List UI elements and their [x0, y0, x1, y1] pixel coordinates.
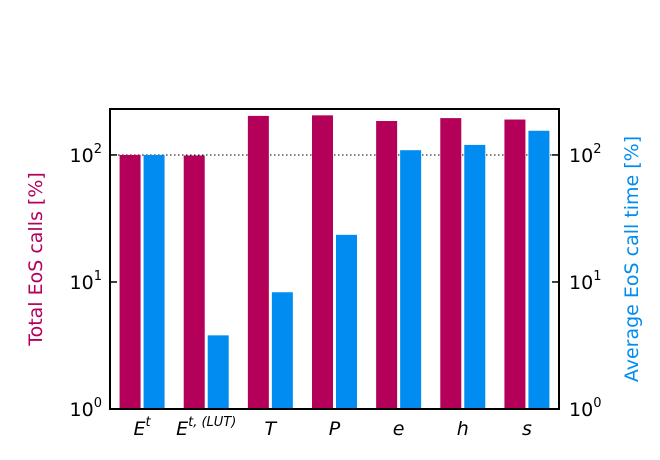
bar [207, 335, 229, 409]
y-tick-label: 101 [70, 269, 102, 294]
y-tick-label: 100 [70, 396, 102, 421]
x-tick-label-text: E [176, 418, 188, 440]
x-tick-label-text: T [265, 418, 278, 440]
bar [400, 150, 422, 409]
y2-axis-label: Average EoS call time [%] [621, 136, 643, 382]
y-tick-label-base: 10 [569, 399, 593, 421]
x-tick-label-text: e [393, 418, 405, 440]
y-tick-label-base: 10 [569, 145, 593, 167]
x-tick-label: h [457, 418, 469, 440]
x-tick-label: e [393, 418, 405, 440]
y-tick-label: 101 [569, 269, 601, 294]
bar [247, 115, 269, 410]
x-tick-label: Et [134, 415, 152, 440]
bar [336, 234, 357, 409]
x-tick-label: s [522, 418, 532, 440]
plot-frame [109, 108, 560, 410]
x-tick-label: Et, (LUT) [176, 415, 236, 440]
x-tick-label-sup: t, (LUT) [188, 415, 236, 430]
y-tick-label-exp: 2 [593, 142, 601, 157]
bar [440, 118, 462, 410]
x-tick-label-sup: t [146, 415, 152, 430]
bar [504, 119, 526, 409]
x-tick-label-text: P [329, 418, 341, 440]
x-tick-label: P [329, 418, 341, 440]
x-tick-label: T [265, 418, 278, 440]
y-tick-label-base: 10 [70, 145, 94, 167]
bar [183, 155, 205, 409]
y-tick-label-exp: 1 [593, 269, 601, 284]
x-tick-label-text: h [457, 418, 469, 440]
bar [143, 154, 165, 409]
bar [528, 130, 550, 409]
y-tick-label-exp: 0 [593, 396, 601, 411]
y-tick-label: 102 [569, 142, 601, 167]
y-tick-label-exp: 1 [94, 269, 102, 284]
y-tick-label: 100 [569, 396, 601, 421]
x-tick-label-text: s [522, 418, 532, 440]
bar [119, 154, 141, 409]
bar [271, 292, 293, 409]
x-tick-label-text: E [134, 418, 146, 440]
y-tick-label-base: 10 [569, 272, 593, 294]
y-tick-label-exp: 0 [94, 396, 102, 411]
y-tick-label: 102 [70, 142, 102, 167]
bar [376, 121, 398, 409]
bar [312, 115, 333, 410]
y-tick-label-exp: 2 [94, 142, 102, 157]
bar [464, 144, 486, 409]
y-axis-label: Total EoS calls [%] [25, 172, 47, 347]
y-tick-label-base: 10 [70, 272, 94, 294]
y-tick-label-base: 10 [70, 399, 94, 421]
